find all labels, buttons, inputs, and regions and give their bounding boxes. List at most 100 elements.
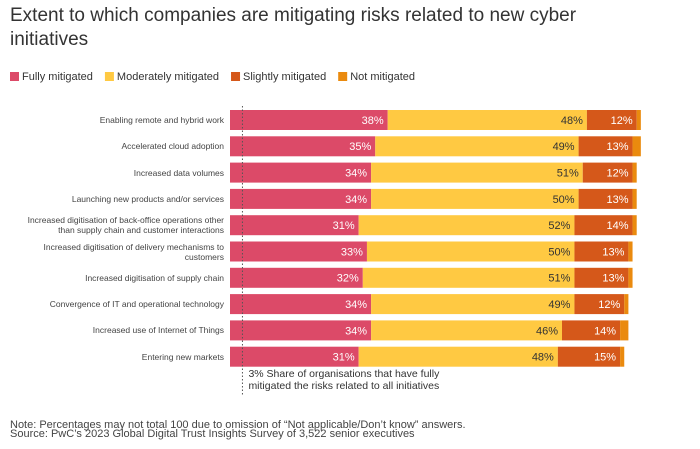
bar-segment <box>620 346 625 367</box>
value-label: 13% <box>607 194 629 206</box>
value-label: 51% <box>557 168 579 180</box>
bar-segment <box>358 215 575 236</box>
bar-segment <box>230 320 372 341</box>
category-label: Convergence of IT and operational techno… <box>10 291 224 317</box>
bar-segment <box>586 110 637 130</box>
bar-segment <box>632 188 637 209</box>
category-label: Entering new markets <box>10 344 224 370</box>
bar-segment <box>230 267 363 288</box>
category-label-box: Increased digitisation of supply chain <box>85 273 224 283</box>
value-label: 50% <box>548 246 570 258</box>
category-label: Increased data volumes <box>10 160 224 186</box>
category-label: Enabling remote and hybrid work <box>10 107 224 133</box>
bar-segment <box>362 267 575 288</box>
category-label-box: Convergence of IT and operational techno… <box>10 291 224 317</box>
bar-segment <box>358 346 558 367</box>
bar-segment <box>632 136 641 157</box>
value-label: 12% <box>598 299 620 311</box>
bar-segment <box>371 320 562 341</box>
value-label: 34% <box>345 168 367 180</box>
bar-segment <box>230 136 376 157</box>
category-label-box: Enabling remote and hybrid work <box>10 107 224 133</box>
bar-segment <box>387 110 587 130</box>
category-label: Increased use of Internet of Things <box>10 317 224 343</box>
category-label: Launching new products and/or services <box>10 186 224 212</box>
value-label: 34% <box>345 299 367 311</box>
legend-label: Moderately mitigated <box>117 71 219 83</box>
legend-swatch <box>338 72 348 81</box>
value-label: 51% <box>548 273 570 285</box>
legend-swatch <box>231 72 241 81</box>
value-label: 15% <box>594 352 616 364</box>
value-label: 12% <box>607 168 629 180</box>
value-label: 32% <box>337 273 359 285</box>
bar-segment <box>624 294 629 315</box>
value-label: 46% <box>536 325 558 337</box>
bar-segment <box>230 241 367 262</box>
bar-segment <box>632 162 637 183</box>
category-text: Convergence of IT and operational techno… <box>49 299 224 310</box>
bar-segment <box>230 188 372 209</box>
annotation-box: 3% Share of organisations that have full… <box>248 368 440 392</box>
value-label: 38% <box>362 115 384 127</box>
bar-segment <box>230 294 372 315</box>
bar-segment <box>557 346 621 367</box>
bar-segment <box>371 294 575 315</box>
category-label-box: Increased digitisation of delivery mecha… <box>10 239 224 265</box>
bar-segment <box>371 188 579 209</box>
legend-label: Not mitigated <box>350 71 415 83</box>
value-label: 34% <box>345 194 367 206</box>
bar-segment <box>366 241 575 262</box>
bar-segment <box>578 136 633 157</box>
bar-segment <box>574 241 629 262</box>
note: Source: PwC’s 2023 Global Digital Trust … <box>10 428 415 440</box>
value-label: 49% <box>548 299 570 311</box>
category-label-box: Accelerated cloud adoption <box>10 133 224 159</box>
category-text: Increased data volumes <box>133 167 224 178</box>
value-label: 35% <box>349 141 371 153</box>
legend-swatch <box>10 72 19 81</box>
value-label: 13% <box>602 246 624 258</box>
bar-segment <box>230 110 388 130</box>
bar-segment <box>632 215 637 236</box>
chart-title: Extent to which companies are mitigating… <box>10 5 577 50</box>
bar-segment <box>628 267 633 288</box>
category-text: Enabling remote and hybrid work <box>99 115 224 125</box>
bar-segment <box>375 136 579 157</box>
value-label: 52% <box>548 220 570 232</box>
bar-segment <box>636 110 641 130</box>
value-label: 31% <box>333 352 355 364</box>
bar-segment <box>230 162 372 183</box>
value-label: 14% <box>607 220 629 232</box>
category-text: Accelerated cloud adoption <box>121 141 224 152</box>
category-label-box: Launching new products and/or services <box>10 186 224 212</box>
category-text: Entering new markets <box>141 351 224 362</box>
category-label: Increased digitisation of delivery mecha… <box>10 239 224 265</box>
value-label: 12% <box>611 115 633 127</box>
category-label: Increased digitisation of back-office op… <box>10 212 224 238</box>
category-label: Accelerated cloud adoption <box>10 133 224 159</box>
category-text: Increased use of Internet of Things <box>92 325 224 336</box>
value-label: 13% <box>602 273 624 285</box>
value-label: 33% <box>341 246 363 258</box>
value-label: 13% <box>607 141 629 153</box>
bar-segment <box>628 241 633 262</box>
title-box: Extent to which companies are mitigating… <box>10 5 577 50</box>
note: Note: Percentages may not total 100 due … <box>10 419 466 431</box>
category-text: Increased digitisation of back-office op… <box>27 215 224 236</box>
value-label: 49% <box>553 141 575 153</box>
category-label-box: Increased data volumes <box>10 160 224 186</box>
legend-swatch <box>104 72 114 81</box>
bar-segment <box>230 215 359 236</box>
bar-segment <box>371 162 583 183</box>
legend-label: Fully mitigated <box>22 71 93 83</box>
bar-segment <box>574 215 633 236</box>
bar-segment <box>562 320 621 341</box>
bar-segment <box>582 162 633 183</box>
value-label: 34% <box>345 325 367 337</box>
bar-segment <box>574 294 625 315</box>
annotation-text: Share of organisations that have fully m… <box>248 368 440 392</box>
value-label: 14% <box>594 325 616 337</box>
category-label-box: Increased digitisation of back-office op… <box>10 212 224 238</box>
